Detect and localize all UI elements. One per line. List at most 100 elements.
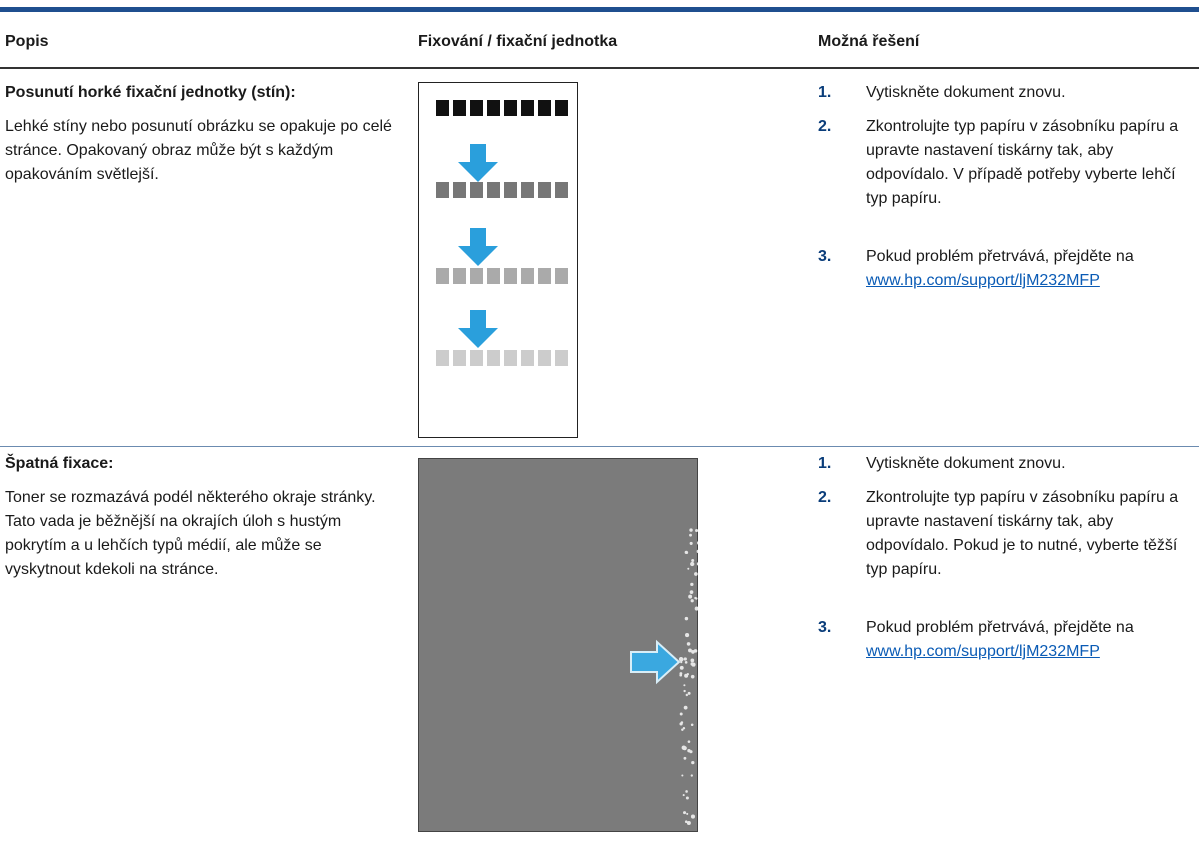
decoration xyxy=(521,100,534,116)
decoration xyxy=(685,551,689,554)
decoration xyxy=(684,820,688,823)
decoration xyxy=(487,182,500,198)
arrow xyxy=(630,639,681,685)
decoration xyxy=(687,691,691,695)
decoration xyxy=(521,182,534,198)
decoration xyxy=(683,756,687,760)
step-number: 3. xyxy=(818,248,832,265)
decoration xyxy=(538,350,551,366)
support-link[interactable]: www.hp.com/support/ljM232MFP xyxy=(866,272,1100,289)
step-text: Vytiskněte dokument znovu. xyxy=(866,455,1066,472)
bar-rows xyxy=(436,100,568,366)
decoration xyxy=(487,350,500,366)
decoration xyxy=(436,100,449,116)
decoration xyxy=(453,100,466,116)
decoration xyxy=(696,562,698,566)
decoration xyxy=(684,616,689,621)
step-number: 1. xyxy=(818,455,832,472)
decoration xyxy=(695,597,698,600)
decoration xyxy=(689,533,692,537)
decoration xyxy=(521,350,534,366)
decoration xyxy=(538,100,551,116)
decoration xyxy=(555,350,568,366)
decoration xyxy=(696,541,698,545)
decoration xyxy=(538,182,551,198)
decoration xyxy=(684,661,688,664)
illustration-smear xyxy=(418,458,698,832)
decoration xyxy=(689,590,694,594)
decoration xyxy=(682,746,687,751)
decoration xyxy=(687,567,690,570)
decoration xyxy=(680,721,684,724)
decoration xyxy=(690,658,695,663)
decoration xyxy=(695,528,698,533)
decoration xyxy=(683,811,687,815)
decoration xyxy=(555,182,568,198)
decoration xyxy=(683,684,686,687)
decoration xyxy=(683,689,686,693)
decoration xyxy=(691,558,695,562)
decoration xyxy=(685,796,689,800)
step-text: Pokud problém přetrvává, přejděte na xyxy=(866,248,1134,265)
decoration xyxy=(453,350,466,366)
row-title: Špatná fixace: xyxy=(5,455,114,472)
decoration xyxy=(683,705,688,710)
decoration xyxy=(694,572,698,576)
decoration xyxy=(504,350,517,366)
decoration xyxy=(538,268,551,284)
decoration xyxy=(684,673,689,678)
decoration xyxy=(690,561,695,567)
decoration xyxy=(685,693,689,697)
decoration xyxy=(689,750,693,754)
decoration xyxy=(470,182,483,198)
decoration xyxy=(690,582,694,587)
decoration xyxy=(690,814,696,819)
support-link[interactable]: www.hp.com/support/ljM232MFP xyxy=(866,643,1100,660)
header: Popis xyxy=(5,33,49,50)
decoration xyxy=(690,723,694,727)
decoration xyxy=(453,268,466,284)
decoration xyxy=(685,633,690,638)
step-number: 3. xyxy=(818,619,832,636)
decoration xyxy=(686,812,689,815)
decoration xyxy=(682,794,685,797)
decoration xyxy=(690,674,695,679)
decoration xyxy=(436,350,449,366)
decoration xyxy=(691,760,695,765)
step-text: Pokud problém přetrvává, přejděte na www… xyxy=(866,245,1196,293)
decoration xyxy=(690,599,694,603)
decoration xyxy=(504,268,517,284)
step-text: Pokud problém přetrvává, přejděte na xyxy=(866,619,1134,636)
decoration xyxy=(678,657,684,662)
decoration xyxy=(679,712,683,716)
decoration xyxy=(555,100,568,116)
decoration xyxy=(555,268,568,284)
decoration xyxy=(682,727,686,730)
decoration xyxy=(521,268,534,284)
decoration xyxy=(694,606,698,611)
decoration xyxy=(504,100,517,116)
page-frame xyxy=(418,82,578,438)
decoration xyxy=(691,650,695,654)
decoration xyxy=(436,182,449,198)
decoration xyxy=(470,350,483,366)
decoration xyxy=(688,594,693,599)
step-text: Zkontrolujte typ papíru v zásobníku papí… xyxy=(866,118,1179,207)
decoration xyxy=(689,528,693,532)
decoration xyxy=(680,661,683,664)
decoration xyxy=(681,774,684,777)
decoration xyxy=(688,648,692,653)
row-rule xyxy=(0,446,1199,447)
step-text: Zkontrolujte typ papíru v zásobníku papí… xyxy=(866,489,1179,578)
decoration xyxy=(679,672,683,675)
decoration xyxy=(685,790,688,793)
decoration xyxy=(487,268,500,284)
decoration xyxy=(691,662,696,667)
decoration xyxy=(470,268,483,284)
decoration xyxy=(453,182,466,198)
page-frame xyxy=(418,458,698,832)
row-description: Lehké stíny nebo posunutí obrázku se opa… xyxy=(5,118,392,183)
decoration xyxy=(689,541,693,545)
decoration xyxy=(470,100,483,116)
